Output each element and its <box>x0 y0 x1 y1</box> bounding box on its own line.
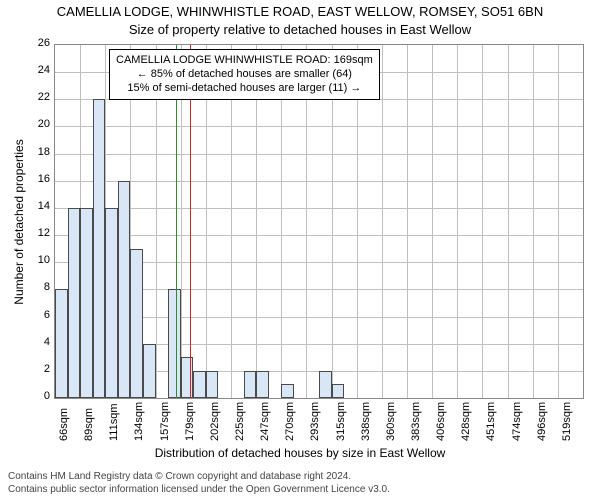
y-tick-label: 24 <box>26 64 50 76</box>
histogram-bar <box>105 208 118 398</box>
chart-frame: CAMELLIA LODGE, WHINWHISTLE ROAD, EAST W… <box>0 0 600 500</box>
x-tick-label: 474sqm <box>511 402 523 441</box>
x-tick-label: 315sqm <box>335 402 347 441</box>
gridline-v <box>533 45 534 398</box>
annotation-box: CAMELLIA LODGE WHINWHISTLE ROAD: 169sqm←… <box>109 49 380 100</box>
y-tick-label: 18 <box>26 146 50 158</box>
y-tick-label: 0 <box>26 390 50 402</box>
histogram-bar <box>206 371 219 398</box>
x-tick-label: 111sqm <box>108 403 120 441</box>
x-tick-label: 202sqm <box>209 402 221 441</box>
gridline-h <box>55 235 583 236</box>
x-tick-label: 270sqm <box>284 402 296 441</box>
plot-area: CAMELLIA LODGE WHINWHISTLE ROAD: 169sqm←… <box>54 44 584 399</box>
y-tick-label: 4 <box>26 336 50 348</box>
histogram-bar <box>332 384 345 398</box>
gridline-h <box>55 154 583 155</box>
title-subtitle: Size of property relative to detached ho… <box>0 22 600 37</box>
y-tick-label: 2 <box>26 363 50 375</box>
x-tick-label: 89sqm <box>83 408 95 441</box>
gridline-v <box>432 45 433 398</box>
gridline-h <box>55 126 583 127</box>
gridline-v <box>407 45 408 398</box>
histogram-bar <box>193 371 206 398</box>
x-tick-label: 406sqm <box>435 402 447 441</box>
footer-line-1: Contains HM Land Registry data © Crown c… <box>8 471 592 484</box>
y-tick-label: 6 <box>26 309 50 321</box>
x-axis-label: Distribution of detached houses by size … <box>0 446 600 460</box>
histogram-bar <box>256 371 269 398</box>
histogram-bar <box>281 384 294 398</box>
histogram-bar <box>55 289 68 398</box>
histogram-bar <box>168 289 181 398</box>
x-tick-label: 66sqm <box>58 408 70 441</box>
histogram-bar <box>244 371 257 398</box>
histogram-bar <box>118 181 131 398</box>
histogram-bar <box>143 344 156 398</box>
title-main: CAMELLIA LODGE, WHINWHISTLE ROAD, EAST W… <box>0 4 600 19</box>
y-tick-label: 8 <box>26 281 50 293</box>
x-tick-label: 360sqm <box>385 402 397 441</box>
x-tick-label: 247sqm <box>259 402 271 441</box>
x-tick-label: 225sqm <box>234 402 246 441</box>
footer-attribution: Contains HM Land Registry data © Crown c… <box>8 471 592 496</box>
annotation-line: ← 85% of detached houses are smaller (64… <box>116 68 373 82</box>
x-tick-label: 134sqm <box>133 402 145 441</box>
gridline-h <box>55 181 583 182</box>
x-tick-label: 496sqm <box>536 402 548 441</box>
histogram-bar <box>93 99 106 398</box>
x-tick-label: 338sqm <box>360 402 372 441</box>
footer-line-2: Contains public sector information licen… <box>8 484 592 497</box>
histogram-bar <box>130 249 143 398</box>
gridline-h <box>55 208 583 209</box>
gridline-v <box>508 45 509 398</box>
annotation-line: CAMELLIA LODGE WHINWHISTLE ROAD: 169sqm <box>116 54 373 68</box>
x-tick-label: 451sqm <box>485 402 497 441</box>
x-tick-label: 519sqm <box>561 402 573 441</box>
gridline-v <box>457 45 458 398</box>
y-tick-label: 26 <box>26 37 50 49</box>
y-tick-label: 20 <box>26 118 50 130</box>
histogram-bar <box>68 208 81 398</box>
x-tick-label: 428sqm <box>460 402 472 441</box>
annotation-line: 15% of semi-detached houses are larger (… <box>116 82 373 96</box>
x-tick-label: 293sqm <box>309 402 321 441</box>
gridline-v <box>482 45 483 398</box>
y-tick-label: 16 <box>26 173 50 185</box>
y-axis-label: Number of detached properties <box>12 139 26 304</box>
x-tick-label: 383sqm <box>410 402 422 441</box>
y-tick-label: 22 <box>26 91 50 103</box>
y-tick-label: 10 <box>26 254 50 266</box>
x-tick-label: 179sqm <box>184 402 196 441</box>
x-tick-label: 157sqm <box>159 402 171 441</box>
histogram-bar <box>319 371 332 398</box>
histogram-bar <box>181 357 194 398</box>
gridline-v <box>382 45 383 398</box>
gridline-v <box>558 45 559 398</box>
histogram-bar <box>80 208 93 398</box>
y-tick-label: 12 <box>26 227 50 239</box>
y-tick-label: 14 <box>26 200 50 212</box>
